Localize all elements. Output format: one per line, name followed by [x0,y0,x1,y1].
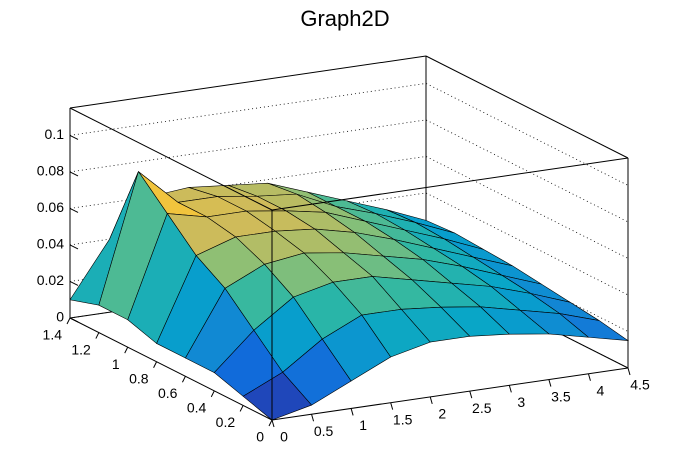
x-tick-label: 1.5 [393,411,413,427]
x-tick [429,396,433,405]
z-tick [69,281,79,286]
box-edge [271,157,629,211]
x-tick [508,385,512,393]
z-tick-label: 0.06 [37,199,64,215]
x-tick [350,408,354,416]
y-tick-label: 1.2 [71,341,91,357]
x-tick-label: 3 [517,394,525,410]
x-tick-label: 2 [438,406,446,422]
y-tick [66,317,71,325]
x-tick [587,373,591,381]
z-tick-label: 0.02 [37,272,64,288]
z-tick [69,317,79,323]
x-tick-label: 0 [280,429,288,445]
box-edge [69,107,273,211]
y-tick-label: 0.2 [216,414,236,430]
y-tick-label: 0.6 [158,385,178,401]
y-tick [239,405,244,412]
x-tick-label: 4 [597,382,605,398]
y-tick-label: 0.4 [187,400,207,416]
z-tick [69,134,79,140]
box-edge [425,55,629,159]
x-tick [469,390,473,399]
y-tick-label: 0.8 [129,370,149,386]
y-tick [124,346,129,354]
surface-cell [242,371,313,421]
x-tick [271,419,275,428]
y-tick [210,390,215,398]
z-tick-label: 0 [56,309,64,325]
z-tick [69,207,79,213]
x-tick [311,414,315,422]
box-edge [69,317,273,421]
y-tick-label: 1 [112,356,120,372]
box-edge [69,55,427,109]
y-tick [268,419,273,427]
chart-title: Graph2D [300,6,389,31]
x-tick-label: 2.5 [472,400,492,416]
y-tick [95,332,100,339]
x-tick-label: 0.5 [314,423,334,439]
z-tick-label: 0.04 [37,236,64,252]
box-edge [271,367,629,421]
x-tick-label: 4.5 [630,377,650,393]
y-tick-label: 1.4 [43,327,63,343]
z-tick [69,171,79,177]
y-tick-label: 0 [256,429,264,445]
x-tick [390,402,394,410]
y-tick [153,361,158,368]
y-tick [181,376,186,383]
z-tick-label: 0.08 [37,163,64,179]
z-tick [69,244,79,250]
x-tick [627,367,631,376]
z-tick-label: 0.1 [45,126,65,142]
x-tick-label: 3.5 [551,388,571,404]
x-tick [548,379,552,387]
x-tick-label: 1 [359,417,367,433]
